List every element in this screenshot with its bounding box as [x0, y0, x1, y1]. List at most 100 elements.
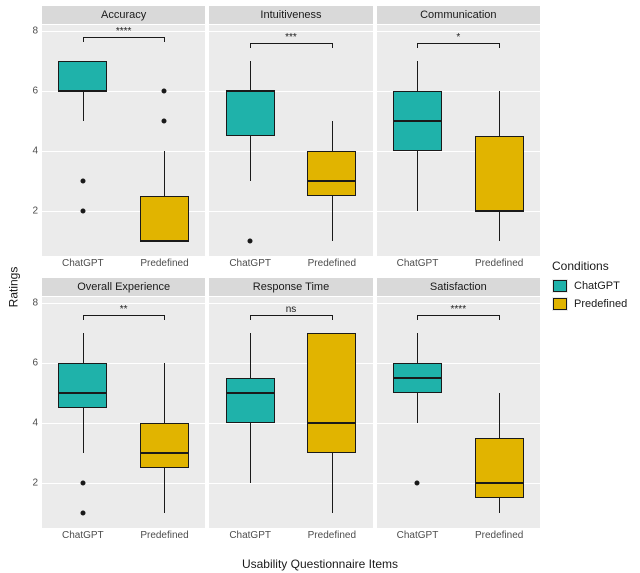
median-line [393, 377, 442, 379]
whisker [417, 393, 418, 423]
whisker [250, 61, 251, 91]
x-axis-title: Usability Questionnaire Items [0, 557, 640, 571]
x-tick-label: ChatGPT [209, 530, 291, 546]
sig-label: ns [286, 304, 297, 315]
x-ticklabels: ChatGPTPredefined [209, 530, 372, 546]
boxplot-box [226, 91, 275, 136]
boxplot-box [58, 363, 107, 408]
facet-strip: Intuitiveness [209, 6, 372, 25]
legend-item-label: Predefined [574, 298, 627, 310]
sig-bracket [417, 43, 499, 44]
gridline [377, 423, 540, 424]
plot-area: * [377, 25, 540, 256]
whisker [250, 136, 251, 181]
y-axis-title-text: Ratings [6, 266, 20, 307]
outlier-point [80, 179, 85, 184]
y-tick-label: 8 [32, 26, 38, 37]
x-ticklabels: ChatGPTPredefined [42, 530, 205, 546]
y-tick-label: 2 [32, 206, 38, 217]
whisker [499, 498, 500, 513]
outlier-point [80, 481, 85, 486]
boxplot-box [140, 196, 189, 241]
boxplot-box [140, 423, 189, 468]
whisker [164, 151, 165, 196]
plot-area: ns [209, 297, 372, 528]
median-line [58, 392, 107, 394]
boxplot-box [58, 61, 107, 91]
median-line [226, 90, 275, 92]
boxplot-box [475, 438, 524, 498]
sig-bracket [83, 37, 165, 38]
boxplot-box [226, 378, 275, 423]
x-tick-label: Predefined [291, 258, 373, 274]
sig-bracket-tick [499, 43, 500, 48]
plot-wrap: ****ChatGPTPredefined [377, 297, 540, 546]
facet-strip: Accuracy [42, 6, 205, 25]
legend-items: ChatGPT Predefined [552, 279, 632, 311]
facet-strip: Overall Experience [42, 278, 205, 297]
plot-wrap: * ChatGPTPredefined [377, 25, 540, 274]
median-line [307, 180, 356, 182]
x-tick-label: ChatGPT [42, 530, 124, 546]
x-ticklabels: ChatGPTPredefined [209, 258, 372, 274]
sig-bracket [83, 315, 165, 316]
median-line [393, 120, 442, 122]
median-line [140, 452, 189, 454]
whisker [417, 151, 418, 211]
y-ticklabels: 24682468 [26, 6, 40, 546]
whisker [83, 333, 84, 363]
median-line [226, 392, 275, 394]
gridline [209, 211, 372, 212]
sig-bracket-tick [83, 37, 84, 42]
whisker [250, 423, 251, 483]
x-tick-label: ChatGPT [42, 258, 124, 274]
x-tick-label: Predefined [124, 258, 206, 274]
sig-label: ** [120, 304, 128, 315]
x-tick-label: Predefined [458, 258, 540, 274]
plot-wrap: ****ChatGPTPredefined [42, 25, 205, 274]
y-tick-label: 6 [32, 358, 38, 369]
outlier-point [162, 119, 167, 124]
legend-key [552, 297, 568, 311]
x-tick-label: ChatGPT [377, 258, 459, 274]
x-tick-label: Predefined [124, 530, 206, 546]
whisker [164, 363, 165, 423]
facet-strip: Communication [377, 6, 540, 25]
median-line [307, 422, 356, 424]
whisker [499, 211, 500, 241]
plot-area: **** [377, 297, 540, 528]
y-tick-label: 6 [32, 86, 38, 97]
facet-strip: Response Time [209, 278, 372, 297]
legend-item: Predefined [552, 297, 632, 311]
sig-bracket-tick [164, 315, 165, 320]
facet-strip: Satisfaction [377, 278, 540, 297]
sig-bracket-tick [417, 43, 418, 48]
outlier-point [80, 511, 85, 516]
whisker [499, 393, 500, 438]
facet-panel: Communication* ChatGPTPredefined [377, 6, 540, 274]
whisker [250, 333, 251, 378]
outlier-point [415, 481, 420, 486]
sig-bracket-tick [417, 315, 418, 320]
plot-wrap: ns ChatGPTPredefined [209, 297, 372, 546]
whisker [83, 91, 84, 121]
plot-area: *** [209, 25, 372, 256]
plot-area: ** [42, 297, 205, 528]
legend-swatch [553, 298, 567, 310]
legend-swatch [553, 280, 567, 292]
whisker [417, 61, 418, 91]
median-line [58, 90, 107, 92]
outlier-point [162, 89, 167, 94]
gridline [209, 483, 372, 484]
boxplot-box [475, 136, 524, 211]
median-line [475, 210, 524, 212]
sig-bracket-tick [164, 37, 165, 42]
legend-item-label: ChatGPT [574, 280, 620, 292]
gridline [42, 483, 205, 484]
sig-bracket-tick [332, 43, 333, 48]
legend: Conditions ChatGPTPredefined [552, 259, 632, 315]
y-tick-label: 8 [32, 298, 38, 309]
sig-bracket-tick [499, 315, 500, 320]
whisker [499, 91, 500, 136]
figure: Ratings 24682468 Accuracy****ChatGPTPred… [0, 0, 640, 573]
